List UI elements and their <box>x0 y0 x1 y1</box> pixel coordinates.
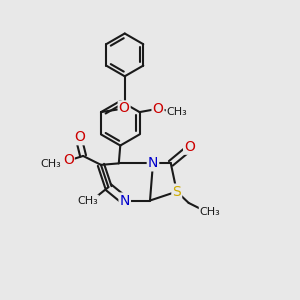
Text: N: N <box>119 194 130 208</box>
Text: O: O <box>74 130 85 144</box>
Text: CH₃: CH₃ <box>77 196 98 206</box>
Text: O: O <box>119 101 130 116</box>
Text: CH₃: CH₃ <box>200 207 220 217</box>
Text: O: O <box>153 102 164 116</box>
Text: O: O <box>184 140 195 154</box>
Text: CH₃: CH₃ <box>167 106 188 116</box>
Text: N: N <box>148 156 158 170</box>
Text: S: S <box>172 184 181 199</box>
Text: O: O <box>63 153 74 167</box>
Text: CH₃: CH₃ <box>41 159 62 169</box>
